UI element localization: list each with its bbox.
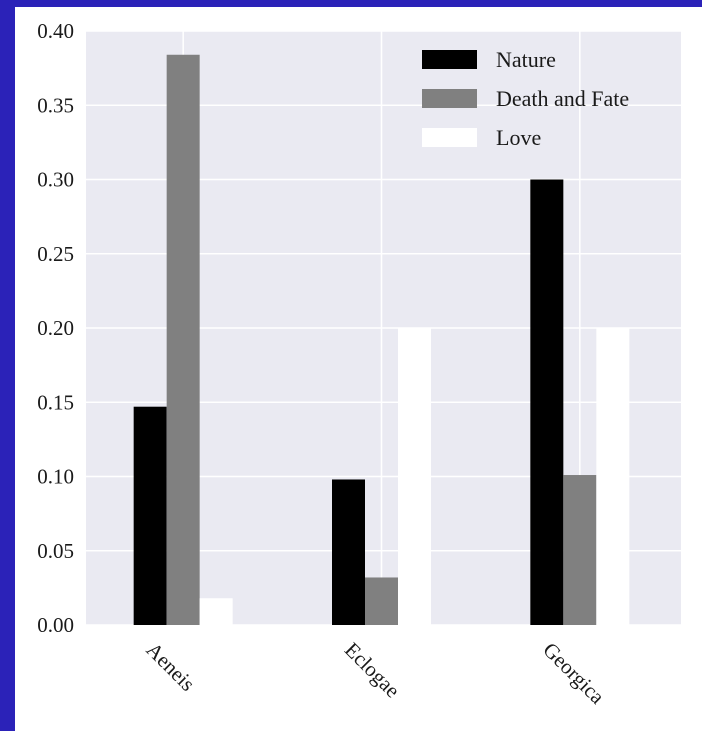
legend-label: Death and Fate: [496, 86, 629, 111]
legend: Nature Death and Fate Love: [422, 47, 629, 150]
x-tick-label: Eclogae: [340, 638, 405, 703]
y-tick-label: 0.10: [37, 465, 74, 489]
legend-label: Nature: [496, 47, 556, 72]
y-tick-label: 0.05: [37, 539, 74, 563]
y-tick-label: 0.40: [37, 19, 74, 43]
legend-swatch: [422, 89, 477, 108]
bar-death-and-fate-eclogae: [365, 577, 398, 625]
y-tick-label: 0.15: [37, 390, 74, 414]
y-tick-label: 0.20: [37, 316, 74, 340]
legend-label: Love: [496, 125, 541, 150]
bar-nature-aeneis: [133, 406, 167, 625]
bar-death-and-fate-georgica: [563, 475, 597, 625]
bar-love-aeneis: [199, 598, 233, 625]
bar-love-eclogae: [398, 328, 431, 625]
x-axis-ticks: Aeneis Eclogae Georgica: [142, 638, 610, 710]
y-tick-label: 0.00: [37, 613, 74, 637]
y-tick-label: 0.25: [37, 242, 74, 266]
x-tick-label: Georgica: [538, 638, 610, 710]
y-axis-ticks: 0.00 0.05 0.10 0.15 0.20 0.25 0.30 0.35 0.40: [37, 19, 74, 637]
bar-love-georgica: [596, 328, 630, 625]
bar-death-and-fate-aeneis: [166, 54, 200, 625]
y-tick-label: 0.30: [37, 168, 74, 192]
bar-nature-eclogae: [332, 479, 365, 625]
bars: [133, 54, 630, 625]
legend-swatch: [422, 128, 477, 147]
y-tick-label: 0.35: [37, 93, 74, 117]
legend-swatch: [422, 50, 477, 69]
bar-nature-georgica: [530, 179, 564, 625]
x-tick-label: Aeneis: [142, 638, 200, 696]
